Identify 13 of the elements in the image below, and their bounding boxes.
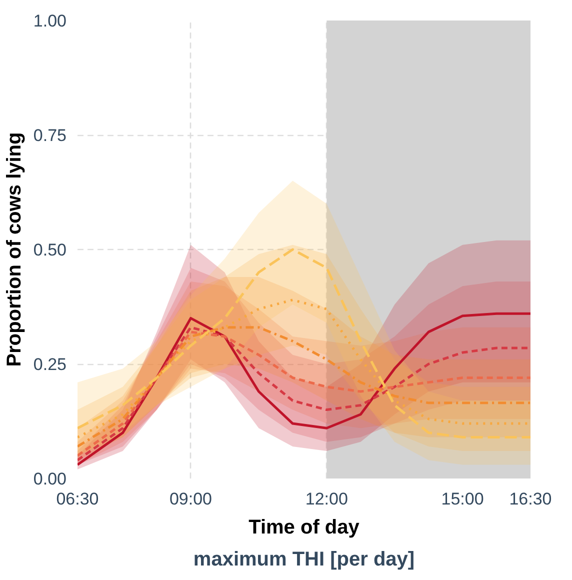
x-axis-title: Time of day bbox=[248, 516, 360, 538]
x-tick-label: 15:00 bbox=[441, 490, 484, 508]
y-tick-label: 0.00 bbox=[33, 470, 67, 488]
y-tick-label: 0.25 bbox=[33, 355, 67, 374]
x-tick-label: 12:00 bbox=[305, 490, 348, 508]
x-tick-label: 16:30 bbox=[509, 490, 552, 508]
legend-title: maximum THI [per day] bbox=[193, 548, 415, 570]
y-tick-label: 0.75 bbox=[33, 126, 67, 145]
y-tick-label: 1.00 bbox=[33, 12, 67, 30]
x-tick-label: 06:30 bbox=[56, 490, 99, 508]
y-tick-label: 0.50 bbox=[33, 240, 67, 260]
y-axis-title: Proportion of cows lying bbox=[3, 132, 26, 367]
x-tick-label: 09:00 bbox=[169, 490, 212, 508]
